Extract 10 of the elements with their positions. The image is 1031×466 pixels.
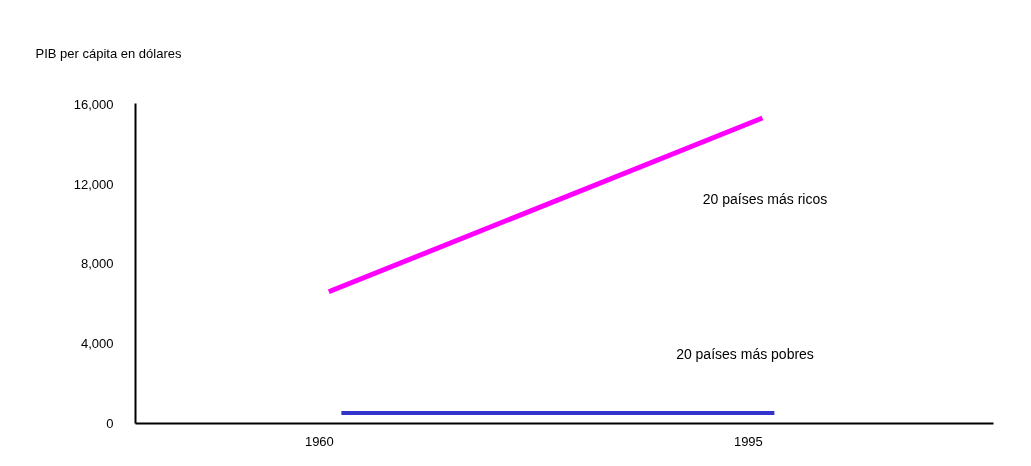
y-tick-label: 16,000 (73, 97, 114, 113)
y-tick-label: 12,000 (73, 176, 114, 192)
x-tick-label: 1960 (304, 433, 334, 449)
annotation: 20 países más pobres (676, 346, 814, 362)
y-axis-title: PIB per cápita en dólares (35, 45, 182, 61)
y-tick-label: 0 (106, 415, 114, 431)
y-tick-label: 8,000 (80, 256, 114, 272)
y-tick-label: 4,000 (80, 336, 114, 351)
annotation: 20 países más ricos (702, 191, 828, 207)
x-tick-label: 1995 (733, 433, 763, 449)
